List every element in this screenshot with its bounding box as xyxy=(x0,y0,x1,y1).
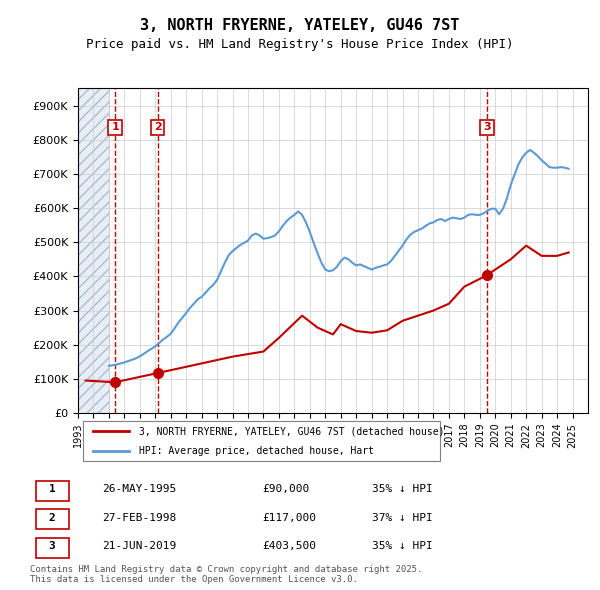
Text: 26-MAY-1995: 26-MAY-1995 xyxy=(102,484,176,494)
Text: 3: 3 xyxy=(483,123,491,132)
Text: HPI: Average price, detached house, Hart: HPI: Average price, detached house, Hart xyxy=(139,446,374,455)
Text: 1: 1 xyxy=(49,484,55,494)
FancyBboxPatch shape xyxy=(35,537,68,558)
Text: Contains HM Land Registry data © Crown copyright and database right 2025.
This d: Contains HM Land Registry data © Crown c… xyxy=(30,565,422,584)
Text: 27-FEB-1998: 27-FEB-1998 xyxy=(102,513,176,523)
FancyBboxPatch shape xyxy=(35,481,68,501)
Text: 21-JUN-2019: 21-JUN-2019 xyxy=(102,541,176,551)
Text: 3, NORTH FRYERNE, YATELEY, GU46 7ST: 3, NORTH FRYERNE, YATELEY, GU46 7ST xyxy=(140,18,460,32)
Text: 1: 1 xyxy=(111,123,119,132)
Text: 35% ↓ HPI: 35% ↓ HPI xyxy=(372,541,433,551)
Bar xyxy=(78,88,109,413)
Text: 35% ↓ HPI: 35% ↓ HPI xyxy=(372,484,433,494)
Text: Price paid vs. HM Land Registry's House Price Index (HPI): Price paid vs. HM Land Registry's House … xyxy=(86,38,514,51)
FancyBboxPatch shape xyxy=(83,421,440,461)
Text: 2: 2 xyxy=(154,123,161,132)
Text: 3, NORTH FRYERNE, YATELEY, GU46 7ST (detached house): 3, NORTH FRYERNE, YATELEY, GU46 7ST (det… xyxy=(139,427,445,436)
Text: £403,500: £403,500 xyxy=(262,541,316,551)
Text: £90,000: £90,000 xyxy=(262,484,309,494)
Text: £117,000: £117,000 xyxy=(262,513,316,523)
Text: 37% ↓ HPI: 37% ↓ HPI xyxy=(372,513,433,523)
FancyBboxPatch shape xyxy=(35,509,68,529)
Text: 2: 2 xyxy=(49,513,55,523)
Text: 3: 3 xyxy=(49,541,55,551)
